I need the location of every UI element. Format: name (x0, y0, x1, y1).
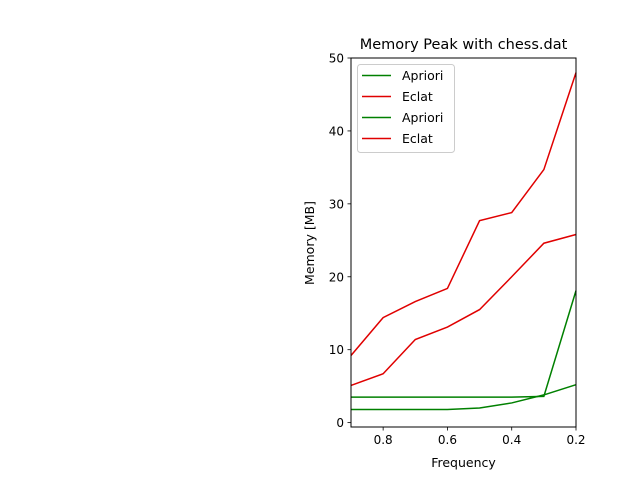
y-axis-ticks: 0 10 20 30 40 50 (329, 52, 351, 430)
x-tick-label: 0.8 (374, 433, 393, 447)
series-line-1 (351, 290, 577, 398)
x-tick-label: 0.6 (438, 433, 457, 447)
legend-label: Eclat (402, 89, 433, 104)
chart-title: Memory Peak with chess.dat (360, 37, 568, 53)
legend-label: Apriori (402, 110, 443, 125)
y-tick-label: 30 (329, 197, 344, 211)
x-tick-label: 0.2 (566, 433, 585, 447)
x-axis-ticks: 0.8 0.6 0.4 0.2 (374, 427, 586, 447)
y-tick-label: 0 (336, 416, 344, 430)
plot-lines (350, 72, 577, 411)
x-axis-label: Frequency (431, 455, 496, 470)
legend-label: Eclat (402, 131, 433, 146)
x-tick-label: 0.4 (502, 433, 521, 447)
y-axis-label: Memory [MB] (302, 201, 317, 285)
legend-box (357, 64, 455, 153)
y-tick-label: 40 (329, 124, 344, 138)
series-line-4 (350, 233, 577, 387)
series-line-3 (351, 383, 577, 411)
legend-label: Apriori (402, 68, 443, 83)
y-tick-label: 10 (329, 343, 344, 357)
series-line-2 (350, 72, 577, 357)
y-tick-label: 20 (329, 270, 344, 284)
y-tick-label: 50 (329, 52, 344, 66)
plot-area-frame (350, 57, 577, 428)
legend: Apriori Eclat Apriori Eclat (357, 64, 455, 153)
